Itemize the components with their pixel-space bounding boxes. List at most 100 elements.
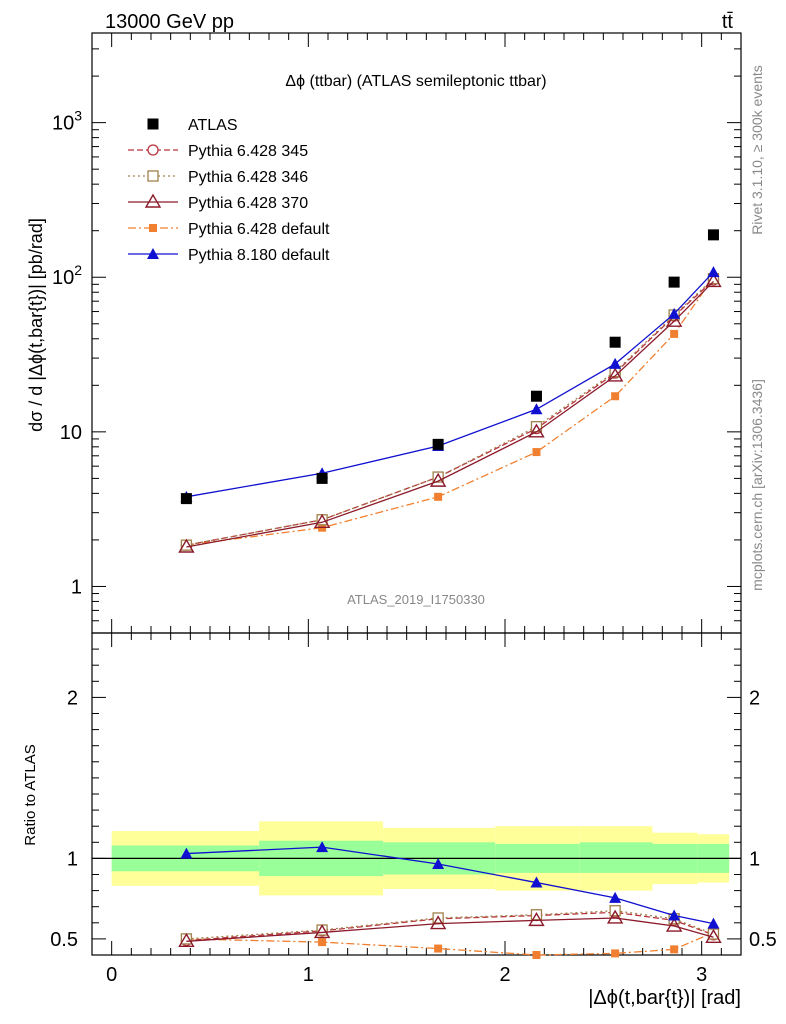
data-point <box>609 357 622 369</box>
x-axis-label: |Δϕ(t,bar{t})| [rad] <box>588 987 741 1009</box>
ratio-y-tick-label: 2 <box>67 687 78 709</box>
ratio-point <box>432 858 445 870</box>
data-point <box>606 367 624 382</box>
ratio-point <box>670 945 679 954</box>
ratio-series-pythia-8-180-default <box>180 841 720 929</box>
ratio-point <box>429 915 447 930</box>
ratio-point <box>528 911 545 927</box>
data-point <box>707 229 719 241</box>
data-point <box>429 472 447 487</box>
data-point <box>432 438 444 450</box>
ratio-y-tick-label-right: 2 <box>749 687 760 709</box>
ratio-point <box>707 917 720 929</box>
series-atlas <box>180 229 719 505</box>
ratio-y-axis-label: Ratio to ATLAS <box>22 744 39 845</box>
series-pythia-6-428-345 <box>180 274 720 551</box>
legend-marker <box>144 193 162 208</box>
main-y-tick-label: 103 <box>52 108 82 135</box>
data-point <box>609 336 621 348</box>
legend-entry: Pythia 6.428 default <box>128 221 330 238</box>
data-point <box>532 448 541 457</box>
legend-label: Pythia 6.428 345 <box>188 143 308 160</box>
ratio-point <box>318 938 327 947</box>
legend-marker <box>147 248 159 259</box>
data-point <box>434 492 443 501</box>
data-point <box>668 307 681 319</box>
series-line <box>186 278 714 546</box>
analysis-label: ATLAS_2019_I1750330 <box>347 592 485 607</box>
inner-band <box>579 842 653 873</box>
x-tick-label: 0 <box>106 964 117 986</box>
series-line <box>186 271 714 498</box>
data-point <box>705 273 722 288</box>
legend-marker <box>147 170 159 182</box>
legend-label: ATLAS <box>188 117 238 134</box>
ratio-point <box>530 876 543 888</box>
legend-entry: ATLAS <box>147 117 238 134</box>
ratio-uncertainty-bands <box>92 821 741 896</box>
ratio-y-tick-label: 0.5 <box>50 929 78 951</box>
ratio-series-pythia-6-428-345 <box>180 906 720 947</box>
legend-label: Pythia 6.428 346 <box>188 169 308 186</box>
main-y-ticks: 1 10 102 103 <box>52 33 742 634</box>
data-point <box>530 403 543 415</box>
legend-label: Pythia 6.428 370 <box>188 195 308 212</box>
data-point <box>180 493 192 505</box>
legend-entry: Pythia 6.428 346 <box>128 169 308 186</box>
main-plot-panel: Δϕ (ttbar) (ATLAS semileptonic ttbar) AT… <box>26 32 742 634</box>
ratio-point <box>705 928 722 943</box>
ratio-point <box>532 951 541 959</box>
data-point <box>707 266 720 278</box>
ratio-y-tick-label-right: 0.5 <box>749 929 777 951</box>
legend: ATLAS Pythia 6.428 345 Pythia 6.428 346 Pyt… <box>128 117 330 264</box>
ratio-y-tick-label: 1 <box>67 848 78 870</box>
ratio-point <box>178 932 195 948</box>
data-point <box>313 513 331 529</box>
series-pythia-6-428-default <box>182 273 718 550</box>
ratio-y-tick-label-right: 1 <box>749 848 760 870</box>
ratio-point <box>606 909 624 924</box>
series-pythia-6-428-346 <box>180 272 720 551</box>
series-line <box>186 279 714 546</box>
ratio-point <box>611 949 620 958</box>
data-point <box>611 392 620 401</box>
ratio-line <box>186 910 714 940</box>
ratio-point <box>180 847 193 859</box>
ratio-series <box>178 841 722 959</box>
x-tick-label: 3 <box>696 964 707 986</box>
series-pythia-8-180-default <box>180 266 720 502</box>
main-y-tick-label: 102 <box>52 262 82 289</box>
data-point <box>670 329 679 338</box>
x-tick-label: 2 <box>499 964 510 986</box>
legend-label: Pythia 6.428 default <box>188 221 330 238</box>
ratio-point <box>313 924 331 939</box>
ratio-ticks: 0.5 0.5 1 1 2 2 0 1 2 3 <box>50 632 777 986</box>
legend-marker <box>149 224 157 232</box>
source-label: mcplots.cern.ch [arXiv:1306.3436] <box>749 379 765 591</box>
x-tick-label: 1 <box>303 964 314 986</box>
series-line <box>186 280 714 548</box>
data-point <box>668 276 680 288</box>
series-pythia-6-428-370 <box>178 273 722 553</box>
y-axis-label: dσ / d |Δϕ(t,bar{t})| [pb/rad] <box>26 218 46 432</box>
data-point <box>528 423 545 438</box>
ratio-point <box>434 944 443 953</box>
energy-label: 13000 GeV pp <box>105 11 234 33</box>
plot-title: Δϕ (ttbar) (ATLAS semileptonic ttbar) <box>285 73 546 90</box>
data-point <box>530 390 542 402</box>
data-point <box>432 471 444 483</box>
data-point <box>178 538 195 553</box>
ratio-series-pythia-6-428-346 <box>180 905 720 945</box>
ratio-point <box>665 917 683 932</box>
legend-label: Pythia 8.180 default <box>188 247 330 264</box>
legend-entry: Pythia 6.428 345 <box>128 143 308 160</box>
legend-marker <box>147 144 159 156</box>
main-y-tick-label: 10 <box>60 422 82 444</box>
data-point <box>316 472 328 484</box>
ratio-point <box>668 909 681 921</box>
ratio-plot-panel: Ratio to ATLAS |Δϕ(t,bar{t})| [rad] 0.5 0… <box>22 632 777 1009</box>
main-y-tick-label: 1 <box>71 576 82 598</box>
legend-entry: Pythia 8.180 default <box>128 247 330 264</box>
series-line <box>186 276 715 546</box>
